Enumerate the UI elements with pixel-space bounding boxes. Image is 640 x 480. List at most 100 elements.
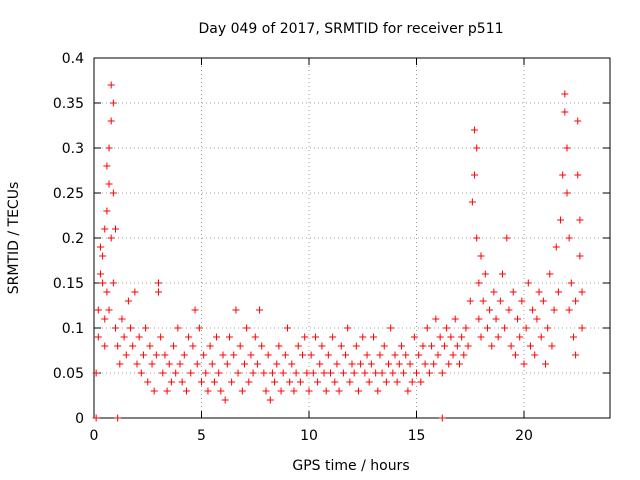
data-point bbox=[438, 414, 446, 422]
data-point bbox=[318, 342, 326, 350]
data-point bbox=[475, 315, 483, 323]
data-point bbox=[542, 360, 549, 368]
data-point bbox=[241, 360, 248, 368]
data-point bbox=[142, 324, 150, 332]
data-point bbox=[309, 369, 317, 377]
data-point bbox=[195, 324, 203, 332]
data-point bbox=[165, 360, 173, 368]
data-point bbox=[357, 360, 365, 368]
data-point bbox=[189, 342, 197, 350]
data-point bbox=[529, 306, 537, 314]
data-point bbox=[223, 360, 231, 368]
data-point bbox=[451, 315, 459, 323]
data-point bbox=[150, 387, 158, 395]
data-point bbox=[247, 351, 255, 359]
data-point bbox=[327, 369, 334, 377]
y-tick-label: 0.15 bbox=[53, 276, 84, 292]
data-point bbox=[170, 342, 178, 350]
data-points bbox=[92, 81, 586, 422]
data-point bbox=[303, 369, 311, 377]
data-point bbox=[206, 342, 214, 350]
data-point bbox=[425, 369, 433, 377]
data-point bbox=[271, 378, 279, 386]
data-point bbox=[531, 351, 539, 359]
data-point bbox=[116, 360, 124, 368]
data-point bbox=[350, 369, 358, 377]
data-point bbox=[567, 279, 575, 287]
data-point bbox=[228, 378, 236, 386]
data-point bbox=[348, 360, 356, 368]
data-point bbox=[576, 216, 584, 224]
chart-title: Day 049 of 2017, SRMTID for receiver p51… bbox=[198, 21, 503, 37]
data-point bbox=[395, 360, 403, 368]
data-point bbox=[464, 342, 472, 350]
data-point bbox=[546, 270, 554, 278]
data-point bbox=[258, 342, 266, 350]
data-point bbox=[148, 360, 156, 368]
data-point bbox=[565, 306, 573, 314]
data-point bbox=[410, 333, 418, 341]
data-point bbox=[193, 360, 201, 368]
data-point bbox=[393, 378, 401, 386]
data-point bbox=[264, 351, 272, 359]
data-point bbox=[107, 117, 115, 125]
data-point bbox=[137, 369, 145, 377]
data-point bbox=[105, 144, 113, 152]
data-point bbox=[290, 387, 298, 395]
data-point bbox=[245, 378, 253, 386]
data-point bbox=[522, 324, 530, 332]
data-point bbox=[266, 396, 274, 404]
data-point bbox=[324, 351, 332, 359]
data-point bbox=[378, 369, 386, 377]
data-point bbox=[107, 234, 115, 242]
data-point bbox=[284, 324, 291, 332]
data-point bbox=[251, 333, 259, 341]
data-point bbox=[167, 378, 175, 386]
data-point bbox=[569, 333, 577, 341]
data-point bbox=[342, 351, 350, 359]
data-point bbox=[471, 126, 479, 134]
data-point bbox=[400, 369, 408, 377]
data-point bbox=[331, 378, 339, 386]
y-tick-label: 0.1 bbox=[62, 321, 84, 337]
data-point bbox=[294, 342, 302, 350]
data-point bbox=[548, 342, 556, 350]
data-point bbox=[277, 387, 285, 395]
data-point bbox=[552, 243, 560, 251]
data-point bbox=[236, 342, 244, 350]
data-point bbox=[249, 369, 257, 377]
data-point bbox=[161, 351, 169, 359]
data-point bbox=[518, 297, 526, 305]
data-point bbox=[544, 324, 552, 332]
data-point bbox=[471, 171, 479, 179]
data-point bbox=[434, 351, 442, 359]
data-point bbox=[337, 342, 345, 350]
data-point bbox=[107, 81, 115, 89]
data-point bbox=[501, 324, 509, 332]
data-point bbox=[339, 369, 347, 377]
data-point bbox=[507, 342, 515, 350]
data-point bbox=[460, 351, 468, 359]
data-point bbox=[217, 387, 225, 395]
data-point bbox=[268, 369, 276, 377]
data-point bbox=[96, 243, 104, 251]
data-point bbox=[260, 369, 268, 377]
data-point bbox=[576, 252, 584, 260]
x-tick-label: 5 bbox=[197, 428, 206, 444]
data-point bbox=[311, 333, 319, 341]
data-point bbox=[273, 360, 281, 368]
data-point bbox=[477, 252, 485, 260]
data-point bbox=[475, 279, 483, 287]
data-point bbox=[101, 342, 109, 350]
data-point bbox=[103, 162, 111, 170]
data-point bbox=[486, 306, 494, 314]
data-point bbox=[213, 333, 221, 341]
data-point bbox=[438, 369, 446, 377]
data-point bbox=[550, 306, 558, 314]
data-point bbox=[187, 369, 195, 377]
data-point bbox=[354, 387, 362, 395]
data-point bbox=[279, 369, 287, 377]
data-point bbox=[499, 270, 506, 278]
data-point bbox=[473, 234, 481, 242]
